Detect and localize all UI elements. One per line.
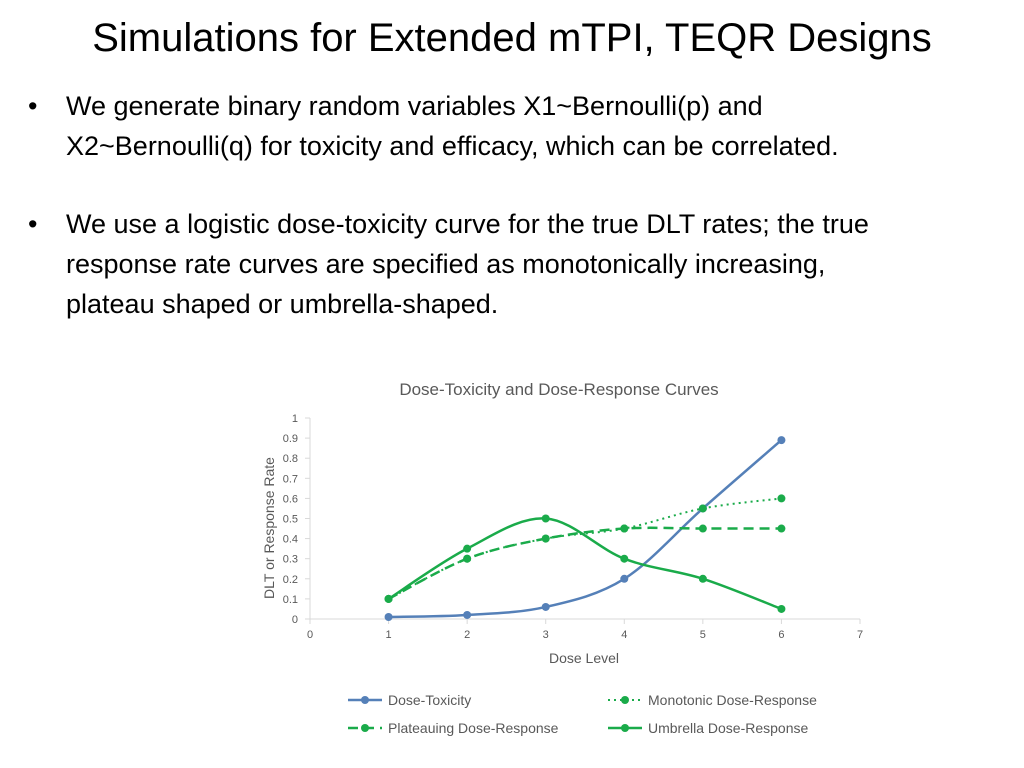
y-axis-label: DLT or Response Rate (261, 457, 277, 599)
data-point (620, 574, 629, 583)
bullet-item: • We use a logistic dose-toxicity curve … (26, 204, 1006, 324)
y-tick-label: 0.9 (283, 433, 298, 445)
data-point (620, 554, 629, 563)
legend-label: Monotonic Dose-Response (648, 692, 817, 708)
data-point (541, 514, 550, 523)
legend-item: Plateauing Dose-Response (348, 720, 559, 736)
y-tick-label: 0.7 (283, 473, 298, 485)
y-tick-label: 0.1 (283, 594, 298, 606)
x-tick-label: 6 (778, 629, 784, 641)
y-tick-label: 0.8 (283, 453, 298, 465)
y-tick-label: 1 (292, 413, 298, 425)
legend-label: Plateauing Dose-Response (388, 720, 559, 736)
y-tick-label: 0.4 (283, 534, 298, 546)
legend-swatch-marker (621, 724, 629, 732)
bullet-text-line: We generate binary random variables X1~B… (66, 91, 763, 121)
slide-title: Simulations for Extended mTPI, TEQR Desi… (92, 16, 932, 60)
bullet-text-line: plateau shaped or umbrella-shaped. (66, 289, 499, 319)
data-point (777, 524, 786, 533)
bullet-item: • We generate binary random variables X1… (26, 86, 1006, 166)
y-tick-label: 0.6 (283, 493, 298, 505)
legend-item: Dose-Toxicity (348, 692, 471, 708)
data-point (463, 610, 472, 619)
series-line (388, 526, 782, 601)
x-tick-label: 1 (386, 629, 392, 641)
data-point (620, 524, 629, 533)
data-point (541, 534, 550, 543)
bullet-icon: • (28, 91, 38, 121)
chart-svg: Dose-Toxicity and Dose-Response Curves D… (261, 380, 863, 736)
legend-item: Umbrella Dose-Response (608, 720, 809, 736)
x-tick-label: 5 (700, 629, 706, 641)
chart-title: Dose-Toxicity and Dose-Response Curves (399, 380, 718, 399)
data-point (777, 604, 786, 613)
bullet-text-line: response rate curves are specified as mo… (66, 249, 826, 279)
series-line (387, 517, 782, 611)
legend-swatch-marker (361, 696, 369, 704)
x-tick-label: 2 (464, 629, 470, 641)
data-point (698, 524, 707, 533)
bullet-text-line: X2~Bernoulli(q) for toxicity and efficac… (66, 131, 839, 161)
data-point (698, 504, 707, 513)
legend-swatch-marker (361, 724, 369, 732)
bullet-text-line: We use a logistic dose-toxicity curve fo… (66, 209, 869, 239)
x-tick-label: 3 (543, 629, 549, 641)
legend-label: Dose-Toxicity (388, 692, 471, 708)
y-tick-label: 0.5 (283, 514, 298, 526)
data-point (777, 494, 786, 503)
series-line (388, 497, 782, 600)
bullet-icon: • (28, 209, 38, 239)
data-point (541, 602, 550, 611)
data-point (384, 612, 393, 621)
y-tick-label: 0.2 (283, 574, 298, 586)
x-tick-label: 4 (621, 629, 627, 641)
y-tick-label: 0 (292, 614, 298, 626)
data-point (777, 436, 786, 445)
series-umbrella-dose-response (384, 514, 786, 613)
data-point (463, 544, 472, 553)
legend-label: Umbrella Dose-Response (648, 720, 809, 736)
bullet-list: • We generate binary random variables X1… (26, 86, 1006, 362)
x-axis-label: Dose Level (549, 650, 619, 666)
y-tick-label: 0.3 (283, 554, 298, 566)
x-tick-label: 0 (307, 629, 313, 641)
series-dose-toxicity (384, 436, 786, 621)
data-point (384, 594, 393, 603)
x-tick-label: 7 (857, 629, 863, 641)
series-line (388, 439, 783, 619)
legend-item: Monotonic Dose-Response (608, 692, 817, 708)
legend-swatch-marker (621, 696, 629, 704)
data-point (463, 554, 472, 563)
chart: Dose-Toxicity and Dose-Response Curves D… (250, 370, 870, 750)
data-point (698, 574, 707, 583)
